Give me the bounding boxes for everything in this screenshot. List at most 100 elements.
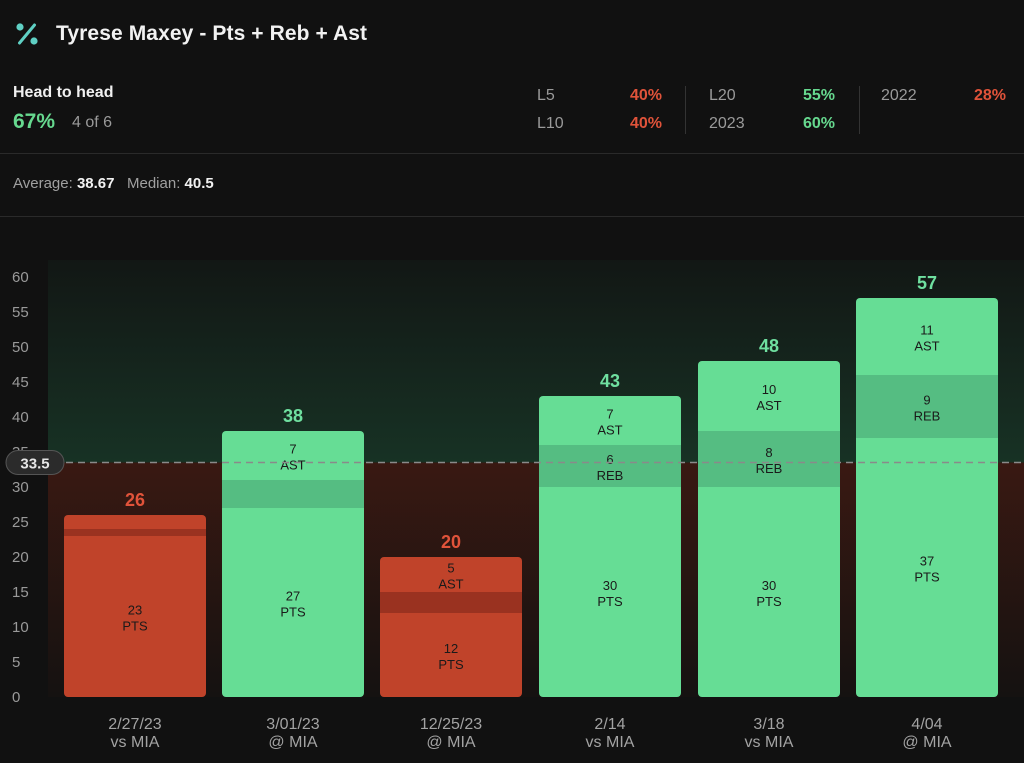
segment-stat: PTS xyxy=(122,619,148,634)
segment-stat: REB xyxy=(756,461,783,476)
bar-segment-reb xyxy=(64,529,206,536)
average-label: Average: xyxy=(13,175,73,192)
divider xyxy=(0,216,1024,217)
segment-stat: PTS xyxy=(914,570,940,585)
y-tick-label: 0 xyxy=(12,689,20,706)
prop-line-badge xyxy=(5,450,65,475)
segment-value: 8 xyxy=(765,445,772,460)
x-tick-date: 12/25/23 xyxy=(420,716,482,733)
x-tick-opponent: @ MIA xyxy=(426,734,475,751)
x-tick-opponent: @ MIA xyxy=(268,734,317,751)
bar-chart: 05101520253035404550556023PTS262/27/23vs… xyxy=(5,260,1024,751)
segment-value: 27 xyxy=(286,589,300,604)
median-value: 40.5 xyxy=(184,175,214,192)
split-2023: 2023 60% xyxy=(709,115,835,135)
split-key: L20 xyxy=(709,87,736,104)
bar-total-label: 26 xyxy=(125,490,145,510)
head-to-head-label: Head to head xyxy=(13,84,114,101)
segment-value: 37 xyxy=(920,554,934,569)
segment-value: 30 xyxy=(762,578,776,593)
x-tick-date: 3/18 xyxy=(753,716,784,733)
bar-segment-reb xyxy=(539,445,681,487)
divider xyxy=(685,86,686,134)
split-l5: L5 40% xyxy=(537,87,662,107)
y-tick-label: 50 xyxy=(12,339,29,356)
y-tick-label: 10 xyxy=(12,619,29,636)
head-to-head-percent: 67% xyxy=(13,110,56,133)
prop-line-label: 33.5 xyxy=(20,456,49,473)
bar-segment-reb xyxy=(856,375,998,438)
segment-stat: REB xyxy=(597,468,624,483)
x-tick-date: 4/04 xyxy=(911,716,942,733)
y-tick-label: 60 xyxy=(12,269,29,286)
head-to-head-record: 4 of 6 xyxy=(72,114,113,131)
summary-line: Average: 38.67 Median: 40.5 xyxy=(13,175,214,192)
y-tick-label: 30 xyxy=(12,479,29,496)
x-tick-date: 2/27/23 xyxy=(108,716,161,733)
segment-value: 9 xyxy=(923,393,930,408)
segment-stat: AST xyxy=(280,458,305,473)
bar xyxy=(856,298,998,697)
segment-stat: AST xyxy=(438,577,463,592)
segment-value: 10 xyxy=(762,382,776,397)
bar xyxy=(64,515,206,697)
y-tick-label: 5 xyxy=(12,654,20,671)
segment-value: 6 xyxy=(606,452,613,467)
y-tick-label: 20 xyxy=(12,549,29,566)
segment-value: 5 xyxy=(447,561,454,576)
segment-stat: REB xyxy=(914,409,941,424)
bar xyxy=(539,396,681,697)
split-key: 2022 xyxy=(881,87,917,104)
page-title: Tyrese Maxey - Pts + Reb + Ast xyxy=(56,22,368,45)
y-tick-label: 15 xyxy=(12,584,29,601)
segment-stat: AST xyxy=(597,423,622,438)
split-key: L10 xyxy=(537,115,564,132)
segment-value: 11 xyxy=(920,323,934,338)
segment-stat: PTS xyxy=(597,594,623,609)
median-label: Median: xyxy=(127,175,181,192)
percent-icon xyxy=(16,23,38,45)
split-value: 55% xyxy=(802,87,835,104)
bar-total-label: 38 xyxy=(283,406,303,426)
split-value: 28% xyxy=(973,87,1006,104)
split-value: 40% xyxy=(629,87,662,104)
x-tick-opponent: vs MIA xyxy=(111,734,160,751)
x-tick-opponent: vs MIA xyxy=(586,734,635,751)
divider xyxy=(0,153,1024,154)
x-tick-opponent: @ MIA xyxy=(902,734,951,751)
split-value: 60% xyxy=(802,115,835,132)
split-l10: L10 40% xyxy=(537,115,662,135)
segment-value: 23 xyxy=(128,603,142,618)
y-tick-label: 40 xyxy=(12,409,29,426)
segment-stat: PTS xyxy=(280,605,306,620)
average-value: 38.67 xyxy=(76,175,115,192)
split-key: 2023 xyxy=(709,115,745,132)
divider xyxy=(859,86,860,134)
bar-segment-reb xyxy=(380,592,522,613)
bar-total-label: 57 xyxy=(917,273,937,293)
x-tick-date: 2/14 xyxy=(594,716,625,733)
segment-stat: AST xyxy=(914,339,939,354)
split-key: L5 xyxy=(537,87,555,104)
bar-total-label: 20 xyxy=(441,532,461,552)
bar-segment-reb xyxy=(698,431,840,487)
segment-value: 7 xyxy=(606,407,613,422)
split-value: 40% xyxy=(629,115,662,132)
y-tick-label: 45 xyxy=(12,374,29,391)
bar-total-label: 43 xyxy=(600,371,620,391)
segment-value: 12 xyxy=(444,641,458,656)
segment-stat: AST xyxy=(756,398,781,413)
segment-stat: PTS xyxy=(756,594,782,609)
header: Tyrese Maxey - Pts + Reb + Ast xyxy=(14,18,367,50)
x-tick-date: 3/01/23 xyxy=(266,716,319,733)
y-tick-label: 25 xyxy=(12,514,29,531)
split-2022: 2022 28% xyxy=(881,87,1006,107)
split-l20: L20 55% xyxy=(709,87,835,107)
x-tick-opponent: vs MIA xyxy=(745,734,794,751)
segment-value: 7 xyxy=(289,442,296,457)
segment-stat: PTS xyxy=(438,657,464,672)
bar-total-label: 48 xyxy=(759,336,779,356)
y-tick-label: 55 xyxy=(12,304,29,321)
segment-value: 30 xyxy=(603,578,617,593)
bar-segment-reb xyxy=(222,480,364,508)
